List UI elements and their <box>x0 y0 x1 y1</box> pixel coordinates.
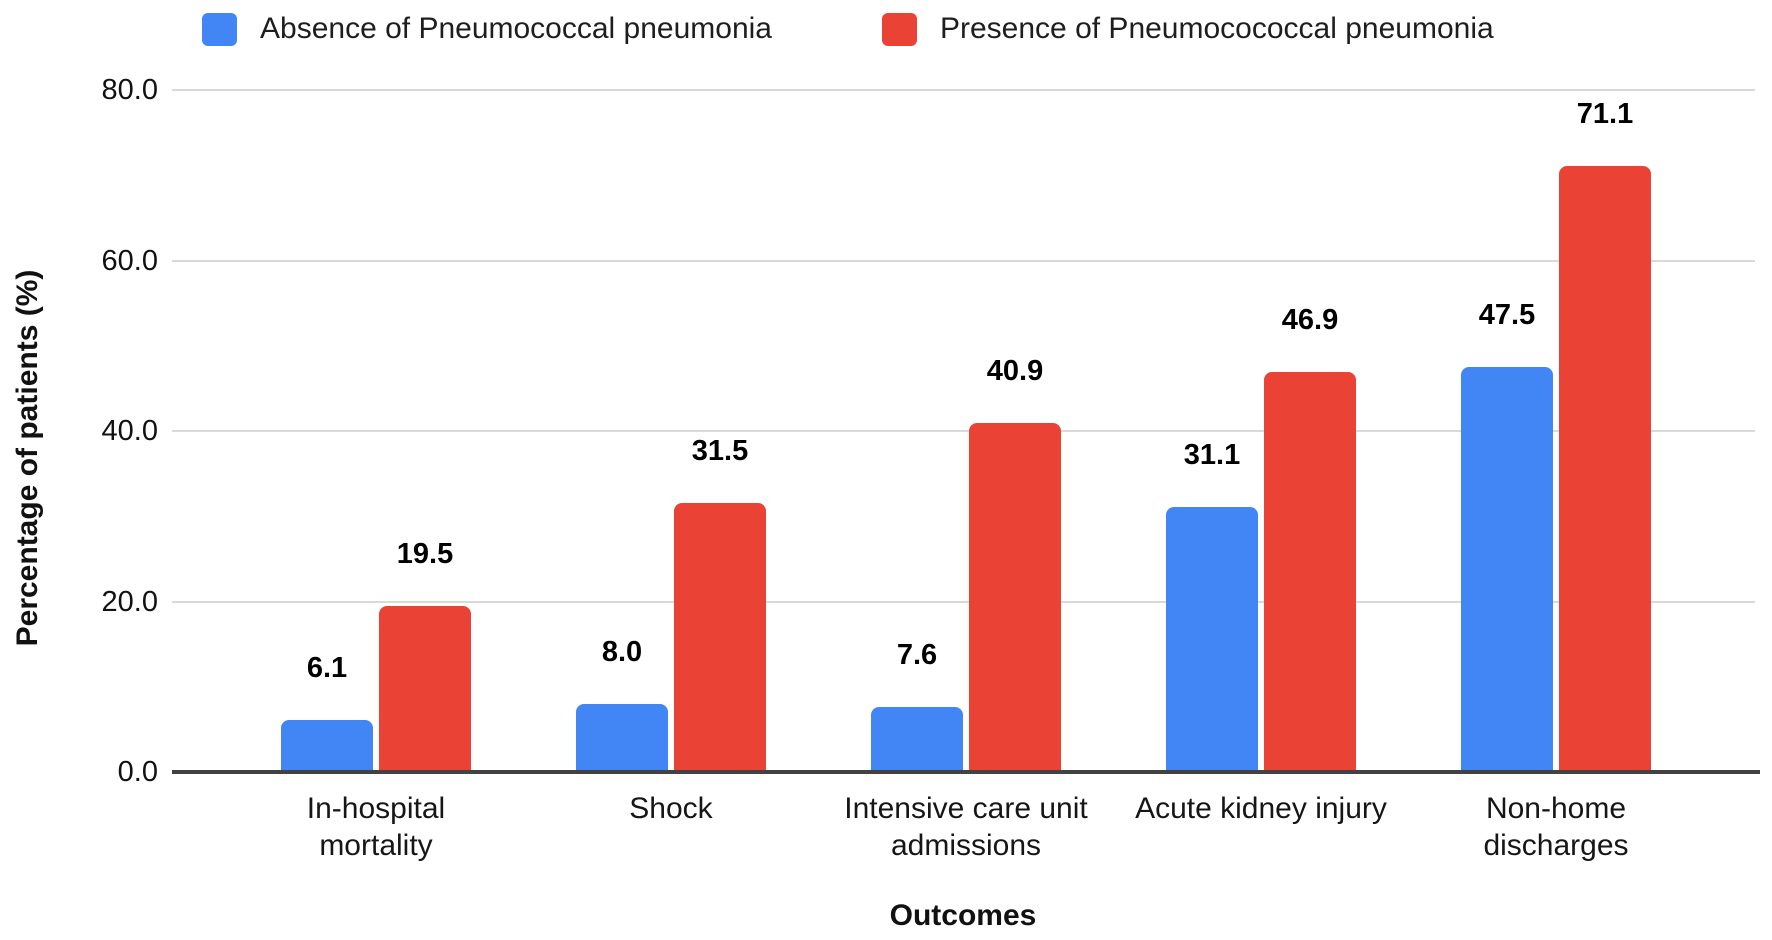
category-label-line: Intensive care unit <box>844 792 1088 825</box>
category-label-3: Intensive care unit admissions <box>801 790 1131 864</box>
legend-swatch-blue-icon <box>202 12 237 46</box>
value-label-31.5: 31.5 <box>691 435 749 467</box>
legend-swatch-red-icon <box>882 12 917 46</box>
gridline-40.0 <box>172 430 1755 432</box>
bar-absence-1 <box>281 720 373 772</box>
category-label-line: discharges <box>1483 829 1629 862</box>
value-label-31.1: 31.1 <box>1183 439 1241 471</box>
value-label-8.0: 8.0 <box>601 636 643 668</box>
x-axis-line <box>172 770 1760 774</box>
category-label-line: In-hospital <box>306 792 446 825</box>
value-label-47.5: 47.5 <box>1478 299 1536 331</box>
y-tick-label-20.0: 20.0 <box>101 585 158 618</box>
category-label-4: Acute kidney injury <box>1096 790 1426 827</box>
bar-presence-5 <box>1559 166 1651 772</box>
value-label-40.9: 40.9 <box>986 355 1044 387</box>
bar-absence-5 <box>1461 367 1553 772</box>
category-label-line: admissions <box>890 829 1042 862</box>
x-axis-title: Outcomes <box>889 899 1037 932</box>
category-label-1: In-hospital mortality <box>211 790 541 864</box>
gridline-60.0 <box>172 259 1755 262</box>
category-label-line: mortality <box>319 829 433 862</box>
value-label-19.5: 19.5 <box>396 538 454 570</box>
category-label-line: Acute kidney injury <box>1135 792 1387 825</box>
legend-label-presence: Presence of Pneumocococcal pneumonia <box>940 12 1494 45</box>
value-label-46.9: 46.9 <box>1281 304 1339 336</box>
legend-label-absence: Absence of Pneumococcal pneumonia <box>260 12 772 45</box>
category-label-line: Non-home <box>1485 792 1627 825</box>
y-tick-label-80.0: 80.0 <box>101 74 158 106</box>
legend-item-absence-series: Absence of Pneumococcal pneumonia <box>202 10 772 48</box>
bar-presence-2 <box>674 503 766 772</box>
bar-absence-3 <box>871 707 963 772</box>
value-label-6.1: 6.1 <box>306 652 348 684</box>
gridline-80.0 <box>172 89 1755 91</box>
bar-presence-4 <box>1264 372 1356 772</box>
category-label-2: Shock <box>506 790 836 827</box>
value-label-71.1: 71.1 <box>1576 98 1634 130</box>
y-tick-label-60.0: 60.0 <box>101 244 158 277</box>
y-tick-label-40.0: 40.0 <box>101 415 158 447</box>
bar-presence-1 <box>379 606 471 772</box>
category-label-line: Shock <box>629 792 713 825</box>
gridline-20.0 <box>172 600 1755 603</box>
bar-presence-3 <box>969 423 1061 772</box>
category-label-5: Non-home discharges <box>1391 790 1721 864</box>
legend-item-presence-series: Presence of Pneumocococcal pneumonia <box>882 10 1494 48</box>
bar-absence-4 <box>1166 507 1258 772</box>
bar-absence-2 <box>576 704 668 772</box>
y-tick-label-0.0: 0.0 <box>117 756 158 788</box>
value-label-7.6: 7.6 <box>896 639 938 671</box>
